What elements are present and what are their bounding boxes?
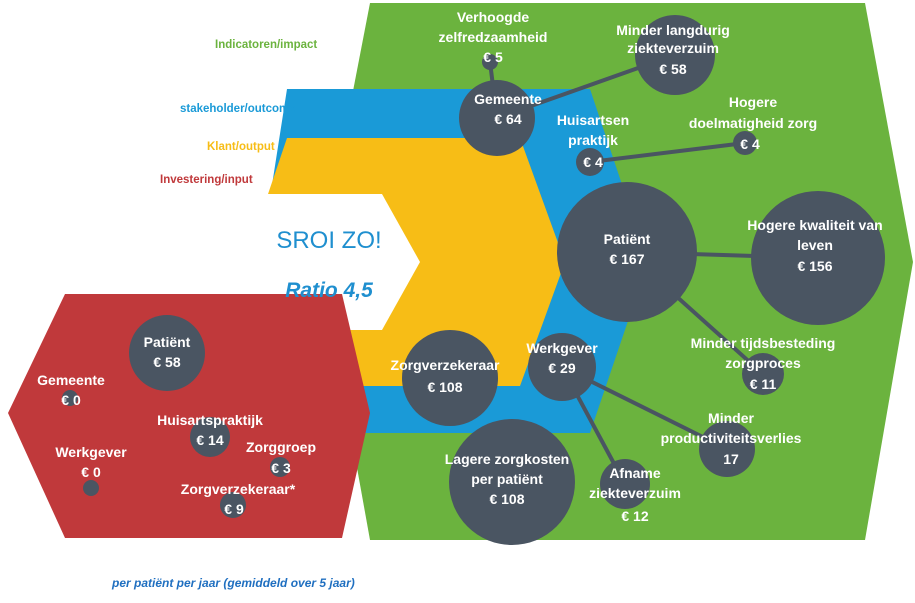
stakeholder-werkgever-value: € 29 [548, 360, 575, 376]
impact-lagere-zorgkosten-line1: Lagere zorgkosten [445, 451, 569, 467]
circle-input-zorgverzekeraar [220, 492, 246, 518]
impact-productiviteit-line1: Minder [708, 410, 754, 426]
center-ratio: Ratio 4,5 [285, 279, 373, 302]
center-title: SROI ZO! [276, 227, 381, 254]
input-patient-value: € 58 [153, 354, 180, 370]
impact-doelmatigheid-value: € 4 [740, 136, 760, 152]
impact-kwaliteit-value: € 156 [797, 258, 832, 274]
impact-doelmatigheid-line2: doelmatigheid zorg [689, 115, 817, 131]
input-zorgverzekeraar-name: Zorgverzekeraar* [181, 481, 296, 497]
impact-afname-line1: Afname [609, 465, 661, 481]
impact-afname-value: € 12 [621, 508, 648, 524]
circle-input-zorggroep [270, 457, 290, 477]
circles [62, 15, 885, 545]
stakeholder-patient-name: Patiënt [604, 231, 651, 247]
stakeholder-patient-value: € 167 [609, 251, 644, 267]
impact-tijdsbesteding-value: € 11 [750, 376, 777, 392]
impact-tijdsbesteding-line1: Minder tijdsbesteding [691, 335, 836, 351]
stakeholder-gemeente-name: Gemeente [474, 91, 542, 107]
circle-input-werkgever [83, 480, 99, 496]
circle-patient [557, 182, 697, 322]
input-zorgverzekeraar-value: € 9 [224, 501, 244, 517]
impact-tijdsbesteding-line2: zorgproces [725, 355, 801, 371]
circle-ziekteverzuim [635, 15, 715, 95]
impact-ziekteverzuim-line2: ziekteverzuim [627, 40, 719, 56]
impact-productiviteit-value: 17 [723, 451, 739, 467]
input-hexagon [8, 294, 370, 538]
impact-zelfredzaamheid-line2: zelfredzaamheid [439, 29, 548, 45]
input-werkgever-name: Werkgever [55, 444, 127, 460]
input-patient-name: Patiënt [144, 334, 191, 350]
circle-werkgever [528, 333, 596, 401]
circle-productiviteit [699, 421, 755, 477]
impact-ziekteverzuim-line1: Minder langdurig [616, 22, 730, 38]
impact-kwaliteit-line2: leven [797, 237, 833, 253]
input-werkgever-value: € 0 [81, 464, 101, 480]
legend-impact: Indicatoren/impact [215, 39, 317, 51]
input-gemeente-value: € 0 [61, 392, 81, 408]
connector-huisarts-doelmatigheid [589, 141, 746, 164]
circle-gemeente [459, 80, 535, 156]
legend-output: Klant/output [207, 141, 275, 153]
impact-zelfredzaamheid-value: € 5 [483, 49, 503, 65]
stakeholder-huisarts-value: € 4 [583, 154, 603, 170]
stakeholder-zorgverzekeraar-value: € 108 [427, 379, 462, 395]
input-gemeente-name: Gemeente [37, 372, 105, 388]
circle-afname [600, 459, 650, 509]
circle-input-huisarts [190, 417, 230, 457]
impact-kwaliteit-line1: Hogere kwaliteit van [747, 217, 882, 233]
circle-input-gemeente [62, 390, 78, 406]
impact-zelfredzaamheid-line1: Verhoogde [457, 9, 530, 25]
impact-ziekteverzuim-value: € 58 [659, 61, 686, 77]
impact-afname-line2: ziekteverzuim [589, 485, 681, 501]
circle-doelmatigheid [733, 131, 757, 155]
input-huisarts-name: Huisartspraktijk [157, 412, 263, 428]
stakeholder-gemeente-value: € 64 [494, 111, 521, 127]
stakeholder-huisarts-line1: Huisartsen [557, 112, 629, 128]
impact-productiviteit-line2: productiviteitsverlies [661, 430, 802, 446]
stakeholder-zorgverzekeraar-name: Zorgverzekeraar [391, 357, 501, 373]
stakeholder-huisarts-line2: praktijk [568, 132, 618, 148]
input-zorggroep-value: € 3 [271, 460, 291, 476]
circle-zorgverzekeraar [402, 330, 498, 426]
legend-input: Investering/input [160, 174, 253, 186]
circle-kwaliteit [751, 191, 885, 325]
circle-lagere-zorgkosten [449, 419, 575, 545]
circle-tijdsbesteding [742, 353, 784, 395]
legend-outcome: stakeholder/outcome [180, 103, 296, 115]
circle-input-patient [129, 315, 205, 391]
impact-doelmatigheid-line1: Hogere [729, 94, 777, 110]
circle-zelfredzaamheid [482, 54, 498, 70]
input-huisarts-value: € 14 [196, 432, 223, 448]
impact-lagere-zorgkosten-value: € 108 [489, 491, 524, 507]
circle-huisartsen-praktijk [576, 148, 604, 176]
input-zorggroep-name: Zorggroep [246, 439, 316, 455]
stakeholder-werkgever-name: Werkgever [526, 340, 598, 356]
footnote: per patiënt per jaar (gemiddeld over 5 j… [111, 576, 355, 590]
impact-lagere-zorgkosten-line2: per patiënt [471, 471, 543, 487]
